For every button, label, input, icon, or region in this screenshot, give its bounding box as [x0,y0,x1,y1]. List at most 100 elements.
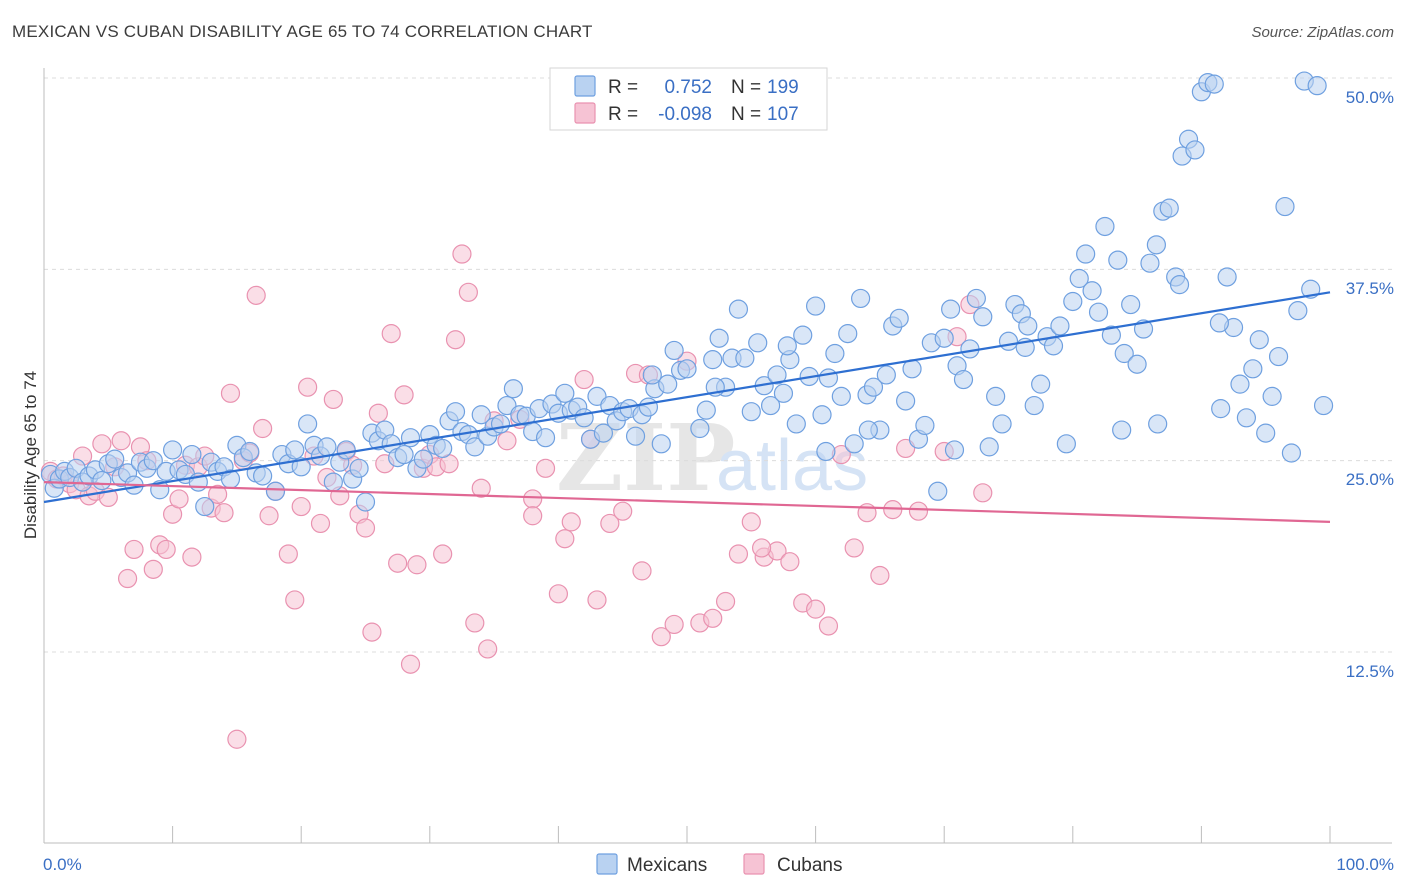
mexicans-point-55 [394,444,414,465]
mexicans-point-34 [253,466,273,486]
mexicans-point-77 [535,428,556,448]
mexicans-point-181 [1211,399,1231,419]
cubans-point-33 [253,418,273,439]
mexicans-point-95 [651,434,671,454]
mexicans-point-187 [1249,330,1269,350]
mexicans-point-66 [465,437,485,457]
mexicans-point-91 [625,426,646,446]
mexicans-point-113 [773,383,794,403]
cubans-point-64 [458,282,478,302]
cubans-point-27 [214,503,234,523]
mexicans-point-144 [973,307,993,327]
series-legend: Mexicans Cubans [596,853,843,876]
mexicans-point-120 [818,368,839,388]
cubans-point-20 [169,489,189,509]
cubans-point-8 [92,434,112,454]
cubans-point-90 [741,512,761,532]
mexicans-point-32 [240,441,260,462]
mexicans-point-198 [816,441,836,462]
cubans-point-84 [664,614,684,635]
cubans-point-67 [478,639,498,659]
cubans-point-93 [780,552,800,572]
mexicans-point-40 [298,414,318,434]
mexicans-point-197 [1313,395,1334,416]
cubans-point-71 [523,489,543,509]
y-axis-title: Disability Age 65 to 74 [21,371,40,539]
cubans-point-16 [143,559,163,579]
cubans-point-37 [285,590,305,610]
cubans-point-80 [613,501,633,521]
mexicans-point-111 [760,395,781,416]
correlation-legend: R = 0.752 N = 199 R = -0.098 N = 107 [549,67,828,131]
legend-swatch-mexicans [574,75,596,97]
mexicans-point-17 [143,451,163,471]
cubans-point-22 [182,547,202,567]
mexicans-point-122 [831,386,851,406]
cubans-point-108 [523,506,543,526]
mexicans-point-166 [1114,343,1134,364]
cubans-point-110 [751,538,772,558]
legend-r-label-cubans: R = [608,104,638,125]
cubans-point-88 [715,591,736,612]
mexicans-point-141 [953,369,974,390]
legend-r-value-cubans: -0.098 [658,104,712,125]
mexicans-point-44 [323,472,343,492]
cubans-point-36 [278,544,298,564]
mexicans-point-106 [728,299,749,319]
cubans-point-72 [535,458,556,478]
mexicans-point-35 [265,481,286,501]
cubans-point-109 [632,561,652,581]
cubans-point-78 [587,590,607,610]
mexicans-point-46 [336,440,356,460]
cubans-point-29 [227,729,247,749]
cubans-point-52 [381,324,401,344]
mexicans-point-67 [471,405,491,425]
cubans-point-62 [445,330,466,350]
mexicans-point-101 [696,400,716,420]
cubans-point-12 [117,568,138,589]
mexicans-point-25 [195,496,215,517]
cubans-point-96 [818,616,839,636]
mexicans-point-191 [1275,196,1295,217]
mexicans-point-96 [658,374,678,394]
mexicans-point-173 [1159,198,1179,218]
mexicans-point-148 [998,331,1019,351]
mexicans-point-143 [966,288,986,309]
cubans-point-73 [548,584,569,604]
mexicans-point-190 [1268,346,1289,367]
cubans-point-54 [394,385,414,405]
cubans-point-11 [111,431,131,451]
mexicans-point-102 [703,350,723,370]
mexicans-point-109 [748,333,768,353]
y-tick-label-50: 50.0% [1346,88,1394,107]
cubans-point-26 [208,484,228,504]
mexicans-point-184 [1230,374,1250,394]
mexicans-point-199 [944,440,965,460]
mexicans-point-177 [1185,140,1205,160]
mexicans-point-147 [992,414,1012,434]
mexicans-point-153 [1031,374,1051,394]
mexicans-point-100 [690,418,710,439]
mexicans-point-61 [433,438,453,459]
mexicans-point-99 [677,359,697,379]
mexicans-point-196 [1307,76,1327,96]
mexicans-point-118 [805,296,826,316]
mexicans-trend-line [43,291,1331,504]
mexicans-point-168 [1127,354,1147,374]
mexicans-point-156 [1050,316,1070,336]
mexicans-point-23 [182,444,202,465]
mexicans-point-123 [838,324,858,344]
mexicans-point-138 [934,328,954,348]
cubans-point-38 [291,496,311,517]
mexicans-point-161 [1082,281,1102,301]
cubans-point-75 [561,512,581,532]
series-legend-swatch-cubans [743,853,765,875]
mexicans-point-20 [163,440,183,460]
mexicans-point-186 [1243,359,1263,379]
cubans-point-50 [368,403,388,423]
cubans-point-55 [400,654,421,674]
mexicans-point-202 [1148,414,1168,434]
cubans-point-87 [703,608,723,628]
mexicans-point-137 [928,481,948,501]
